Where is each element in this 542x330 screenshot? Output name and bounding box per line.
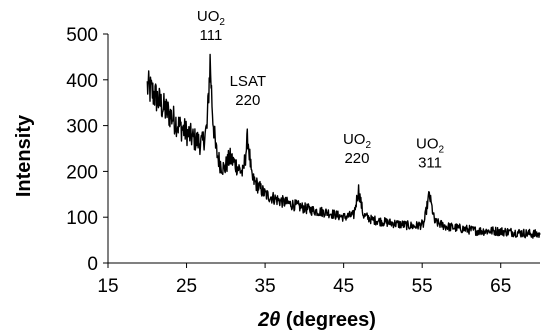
axes: 0 100 200 300 400 500 15 25 35 45 55 65 (66, 25, 540, 297)
series-line-0 (146, 53, 541, 239)
y-tick-label: 500 (66, 25, 98, 46)
x-axis-title-unit: (degrees) (280, 309, 376, 330)
peak-annotation-index: 220 (235, 92, 260, 109)
x-axis-title-symbol: 2θ (257, 309, 280, 330)
peak-annotation-label: LSAT (230, 73, 266, 90)
peak-annotation-label: UO2 (416, 136, 445, 156)
x-axis-title: 2θ (degrees) (257, 309, 376, 330)
x-tick-label: 45 (333, 276, 354, 297)
y-tick-label: 400 (66, 71, 98, 92)
series-layer (146, 53, 541, 239)
peak-annotation-index: 311 (418, 155, 442, 172)
x-tick-label: 15 (97, 276, 118, 297)
y-tick-label: 0 (87, 254, 98, 275)
y-tick-label: 100 (66, 208, 98, 229)
y-tick-label: 300 (66, 117, 98, 138)
y-tick-label: 200 (66, 162, 98, 183)
peak-annotation-label: UO2 (343, 131, 372, 151)
peak-annotation-label: UO2 (197, 8, 226, 28)
y-axis-title: Intensity (13, 114, 35, 197)
peak-annotation-index: 111 (199, 27, 222, 44)
x-tick-label: 25 (176, 276, 197, 297)
peak-annotation-index: 220 (344, 150, 369, 167)
x-tick-label: 35 (255, 276, 276, 297)
x-tick-label: 65 (490, 276, 511, 297)
x-tick-label: 55 (412, 276, 433, 297)
